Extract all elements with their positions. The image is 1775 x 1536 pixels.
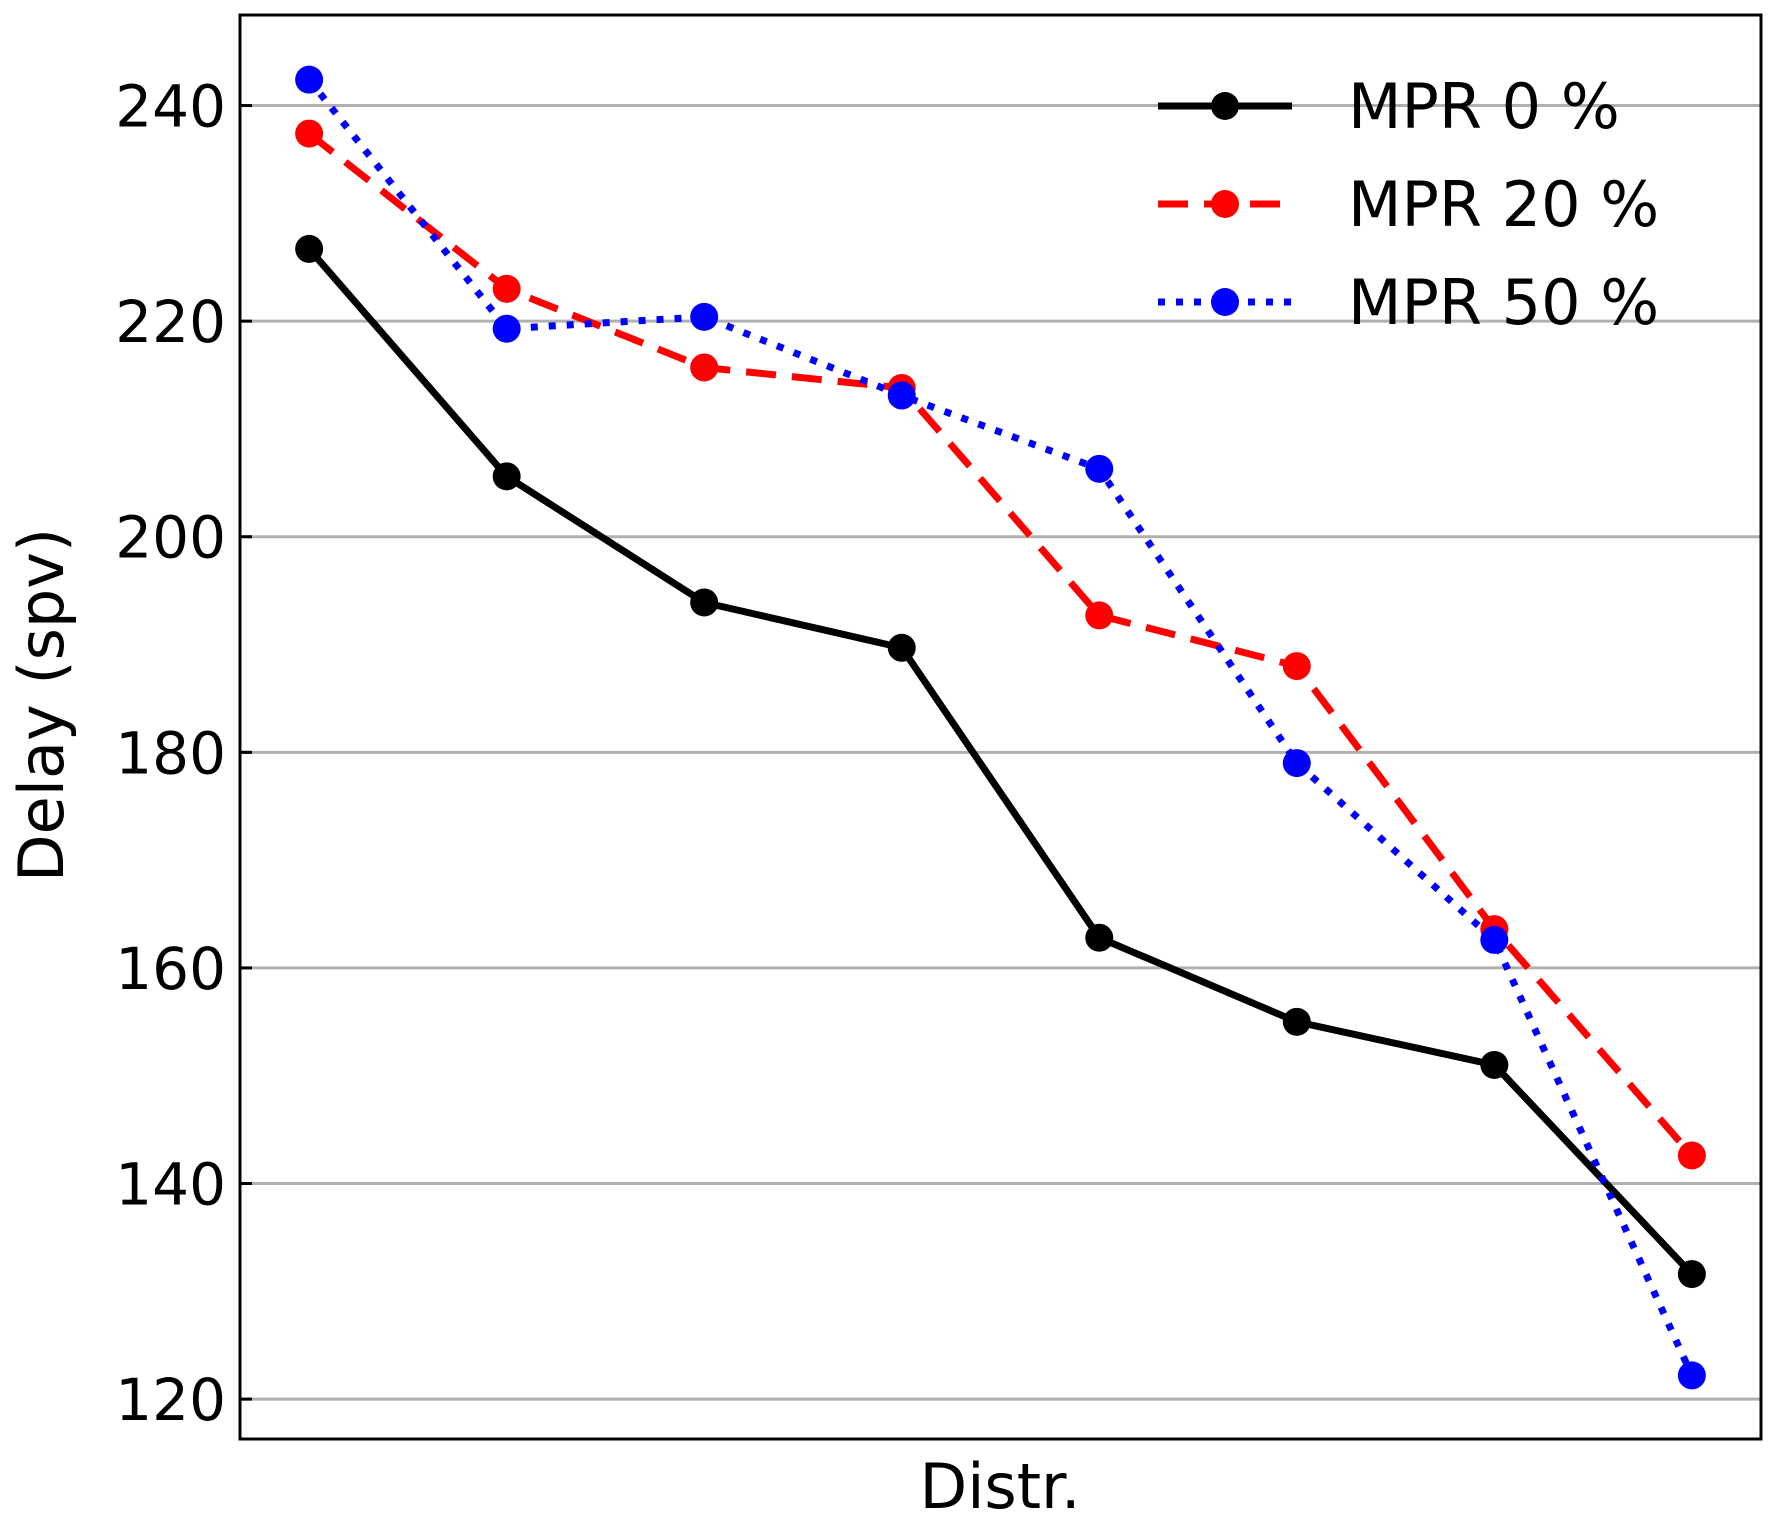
data-point: [295, 119, 324, 148]
data-point: [492, 274, 521, 303]
data-point: [690, 353, 719, 382]
data-point: [492, 462, 521, 491]
series-line: [306, 130, 1695, 1158]
data-point: [1677, 1260, 1706, 1289]
data-point: [1282, 749, 1311, 778]
legend: MPR 0 % MPR 20 % MPR 50 %: [1158, 70, 1659, 339]
data-point: [887, 381, 916, 410]
y-tick-label: 200: [115, 504, 226, 572]
data-point: [1677, 1141, 1706, 1170]
y-tick-label: 120: [115, 1366, 226, 1434]
data-point: [690, 302, 719, 331]
legend-marker: [1211, 190, 1239, 218]
legend-label: MPR 50 %: [1348, 266, 1659, 339]
data-point: [1677, 1361, 1706, 1390]
legend-label: MPR 0 %: [1348, 70, 1620, 143]
legend-entry: MPR 0 %: [1158, 70, 1620, 143]
legend-marker: [1211, 92, 1239, 120]
y-axis-ticks: 120 140 160 180 200 220 240: [115, 73, 252, 1434]
data-point: [1085, 454, 1114, 483]
legend-entry: MPR 50 %: [1158, 266, 1659, 339]
data-point: [295, 65, 324, 94]
data-point: [1085, 601, 1114, 630]
y-tick-label: 240: [115, 73, 226, 141]
data-point: [1480, 1050, 1509, 1079]
data-point: [887, 633, 916, 662]
x-axis-title: Distr.: [919, 1450, 1080, 1523]
data-point: [295, 234, 324, 263]
y-tick-label: 160: [115, 935, 226, 1003]
series-line: [306, 246, 1695, 1277]
y-tick-label: 140: [115, 1151, 226, 1219]
gridlines: [240, 104, 1761, 1401]
legend-entry: MPR 20 %: [1158, 168, 1659, 241]
y-axis-title: Delay (spv): [5, 528, 78, 882]
data-point: [1085, 923, 1114, 952]
data-point: [690, 588, 719, 617]
data-point: [1282, 652, 1311, 681]
data-point: [1480, 925, 1509, 954]
y-tick-label: 220: [115, 288, 226, 356]
legend-marker: [1211, 288, 1239, 316]
series-mpr-50: [295, 65, 1706, 1390]
plot-frame: [238, 13, 1763, 1441]
data-point: [1282, 1007, 1311, 1036]
data-point: [492, 314, 521, 343]
series-line: [306, 77, 1696, 1377]
series-mpr-0: [295, 234, 1706, 1289]
legend-label: MPR 20 %: [1348, 168, 1659, 241]
plot-series: [295, 65, 1706, 1390]
y-tick-label: 180: [115, 719, 226, 787]
